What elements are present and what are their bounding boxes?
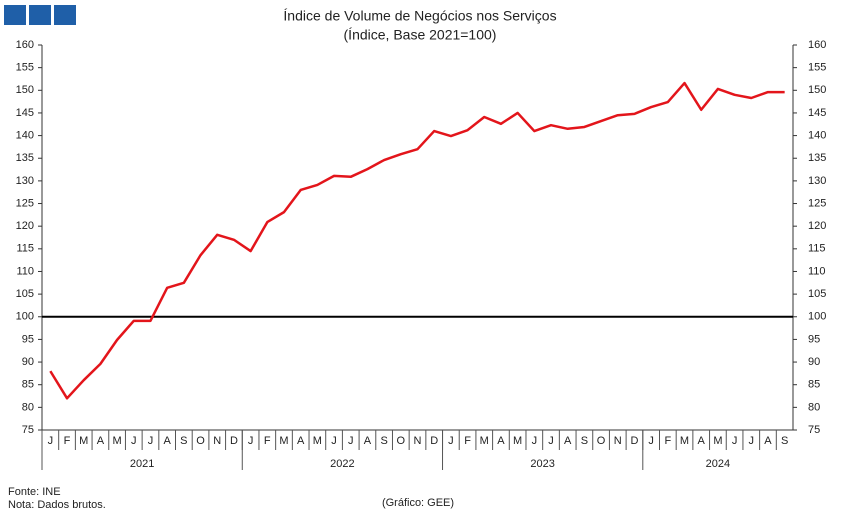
y2-tick-label: 130 xyxy=(808,175,826,187)
y2-tick-label: 155 xyxy=(808,62,826,74)
x-tick-label: O xyxy=(196,435,205,447)
x-tick-label: J xyxy=(148,435,154,447)
x-tick-label: M xyxy=(313,435,322,447)
x-tick-label: J xyxy=(532,435,538,447)
x-tick-label: O xyxy=(397,435,406,447)
source: Fonte: INE xyxy=(8,486,61,498)
x-tick-label: F xyxy=(264,435,271,447)
x-tick-label: A xyxy=(764,435,772,447)
x-tick-label: S xyxy=(581,435,588,447)
x-tick-label: D xyxy=(230,435,238,447)
y2-tick-label: 150 xyxy=(808,84,826,96)
logo-square xyxy=(54,5,76,25)
logo-square xyxy=(4,5,26,25)
y2-tick-label: 100 xyxy=(808,311,826,323)
x-tick-label: F xyxy=(64,435,71,447)
y-tick-label: 145 xyxy=(16,107,34,119)
year-label: 2024 xyxy=(706,458,730,470)
y2-tick-label: 135 xyxy=(808,152,826,164)
y2-tick-label: 115 xyxy=(808,243,826,255)
y-tick-label: 90 xyxy=(22,356,34,368)
x-tick-label: F xyxy=(464,435,471,447)
x-tick-label: J xyxy=(732,435,738,447)
y-tick-label: 160 xyxy=(16,39,34,51)
x-tick-label: J xyxy=(648,435,654,447)
x-tick-label: J xyxy=(448,435,454,447)
y-tick-label: 105 xyxy=(16,288,34,300)
x-tick-label: A xyxy=(97,435,105,447)
x-tick-label: A xyxy=(698,435,706,447)
year-label: 2022 xyxy=(330,458,354,470)
y-tick-label: 140 xyxy=(16,129,34,141)
logo-square xyxy=(29,5,51,25)
x-tick-label: S xyxy=(180,435,187,447)
x-tick-label: M xyxy=(279,435,288,447)
y-tick-label: 80 xyxy=(22,401,34,413)
credit: (Gráfico: GEE) xyxy=(382,497,454,509)
x-tick-label: M xyxy=(79,435,88,447)
y-tick-label: 155 xyxy=(16,62,34,74)
y2-tick-label: 80 xyxy=(808,401,820,413)
y2-tick-label: 90 xyxy=(808,356,820,368)
x-tick-label: S xyxy=(380,435,387,447)
y2-tick-label: 95 xyxy=(808,333,820,345)
x-tick-label: A xyxy=(364,435,372,447)
x-tick-label: O xyxy=(597,435,606,447)
y-tick-label: 95 xyxy=(22,333,34,345)
chart-title: Índice de Volume de Negócios nos Serviço… xyxy=(283,8,556,24)
x-tick-label: J xyxy=(548,435,554,447)
x-tick-label: D xyxy=(430,435,438,447)
y2-tick-label: 125 xyxy=(808,197,826,209)
y2-tick-label: 120 xyxy=(808,220,826,232)
x-tick-label: M xyxy=(713,435,722,447)
y-tick-label: 85 xyxy=(22,379,34,391)
year-label: 2021 xyxy=(130,458,154,470)
x-tick-label: D xyxy=(630,435,638,447)
x-tick-label: J xyxy=(348,435,354,447)
y2-tick-label: 160 xyxy=(808,39,826,51)
y2-tick-label: 75 xyxy=(808,424,820,436)
x-tick-label: N xyxy=(414,435,422,447)
y-tick-label: 75 xyxy=(22,424,34,436)
x-tick-label: J xyxy=(131,435,137,447)
note: Nota: Dados brutos. xyxy=(8,499,106,511)
y-tick-label: 150 xyxy=(16,84,34,96)
x-tick-label: J xyxy=(48,435,54,447)
x-tick-label: A xyxy=(297,435,305,447)
series-line xyxy=(49,81,785,400)
x-tick-label: A xyxy=(497,435,505,447)
x-tick-label: N xyxy=(614,435,622,447)
y2-tick-label: 145 xyxy=(808,107,826,119)
y2-tick-label: 110 xyxy=(808,265,826,277)
x-tick-label: J xyxy=(749,435,755,447)
y-tick-label: 110 xyxy=(16,265,34,277)
x-tick-label: J xyxy=(248,435,254,447)
y-tick-label: 115 xyxy=(16,243,34,255)
chart-subtitle: (Índice, Base 2021=100) xyxy=(344,27,497,43)
y2-tick-label: 105 xyxy=(808,288,826,300)
y-tick-label: 135 xyxy=(16,152,34,164)
y2-tick-label: 140 xyxy=(808,129,826,141)
x-tick-label: N xyxy=(213,435,221,447)
y-tick-label: 130 xyxy=(16,175,34,187)
x-tick-label: J xyxy=(331,435,337,447)
y-tick-label: 120 xyxy=(16,220,34,232)
x-tick-label: M xyxy=(680,435,689,447)
x-tick-label: S xyxy=(781,435,788,447)
year-label: 2023 xyxy=(530,458,554,470)
y-tick-label: 100 xyxy=(16,311,34,323)
x-tick-label: A xyxy=(163,435,171,447)
x-tick-label: A xyxy=(564,435,572,447)
x-tick-label: M xyxy=(513,435,522,447)
x-tick-label: M xyxy=(480,435,489,447)
y2-tick-label: 85 xyxy=(808,379,820,391)
x-tick-label: M xyxy=(113,435,122,447)
y-tick-label: 125 xyxy=(16,197,34,209)
x-tick-label: F xyxy=(664,435,671,447)
